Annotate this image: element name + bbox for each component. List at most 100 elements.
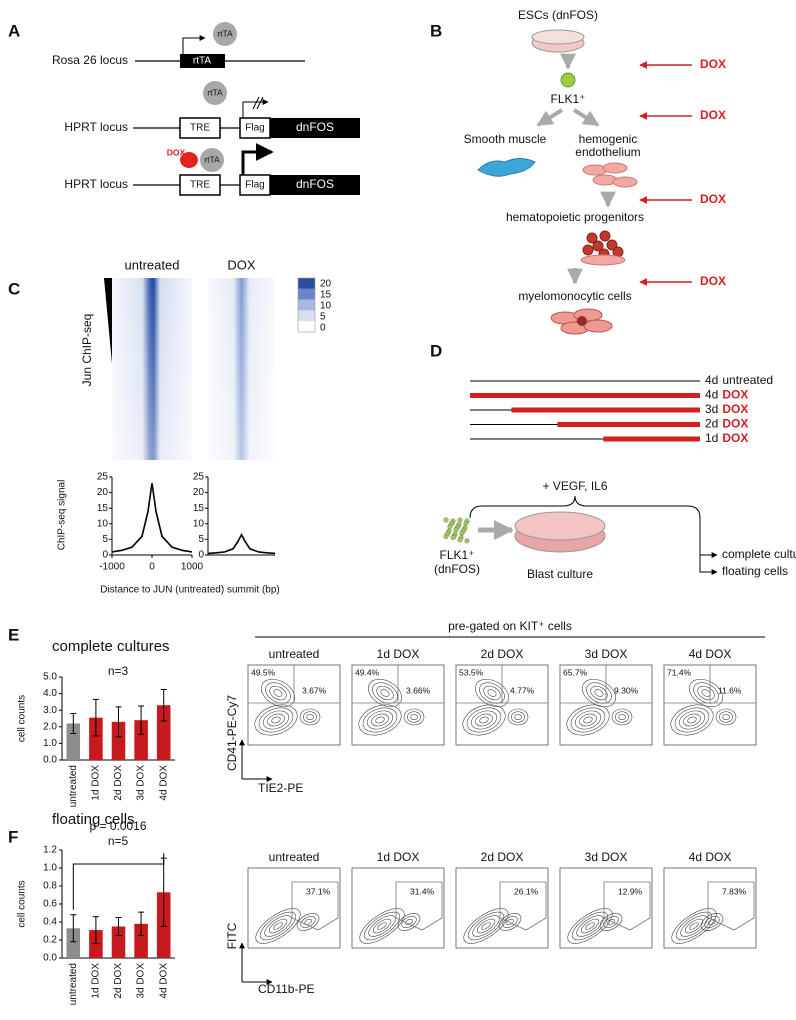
progenitor-cell [606, 239, 618, 251]
output-label: complete cultures [722, 547, 796, 561]
sample-title: untreated [269, 647, 320, 661]
tre-label: TRE [190, 123, 210, 134]
flk1-cell [447, 524, 453, 530]
contour [675, 911, 713, 941]
contour [615, 711, 629, 723]
tre-box [179, 174, 221, 196]
axis-label: cell counts [17, 695, 28, 742]
flk1-cell [443, 533, 449, 540]
contour [372, 918, 392, 934]
step-label: myelomonocytic cells [518, 289, 631, 303]
y-tick-label: 1.2 [43, 845, 57, 856]
contour [479, 716, 489, 724]
treatment-label: DOX [722, 388, 748, 402]
contour [479, 682, 505, 704]
contour [689, 922, 699, 930]
dox-molecule [180, 152, 198, 168]
contour [683, 713, 701, 727]
step-label: Smooth muscle [464, 132, 547, 146]
y-tick-label: 15 [97, 503, 109, 514]
x-tick-label: -1000 [99, 562, 125, 573]
contour [363, 911, 401, 941]
error-bar [92, 916, 99, 945]
contour [579, 713, 597, 727]
y-tick-label: 0 [198, 550, 204, 561]
dnfos-label: dnFOS [296, 177, 334, 191]
contour [590, 685, 608, 701]
contour [498, 913, 522, 931]
y-tick-label: 0.0 [43, 953, 57, 964]
contour [376, 685, 394, 701]
contour [475, 713, 493, 727]
contour [371, 713, 389, 727]
progenitor-cell [592, 240, 604, 252]
row-label: 4d DOX [705, 388, 748, 402]
flow-plot [559, 867, 653, 949]
contour [678, 710, 706, 730]
day-label: 4d [705, 373, 718, 387]
heatmap-fade [112, 278, 192, 460]
gate-percent: 26.1% [514, 886, 539, 896]
contour [296, 913, 320, 931]
medium-label: + VEGF, IL6 [542, 479, 607, 493]
endothelial-cell [612, 176, 638, 188]
axis-label: FITC [225, 922, 239, 949]
protein-label: rtTA [207, 87, 223, 97]
gene-box [180, 54, 225, 68]
flk1-cell [457, 517, 463, 523]
gate-percent: 9.30% [614, 685, 639, 695]
protein-label: rtTA [204, 154, 220, 164]
contour [599, 913, 623, 931]
contour [506, 918, 514, 926]
sample-title: 1d DOX [377, 647, 420, 661]
y-tick-label: 15 [193, 503, 205, 514]
chart-title: complete cultures [52, 638, 170, 655]
contour [580, 918, 600, 934]
panel-label: B [430, 21, 442, 40]
contour [358, 704, 402, 736]
annotation: n=3 [108, 664, 129, 678]
culture-dish-top [514, 511, 606, 541]
x-tick-label: 4d DOX [158, 765, 169, 801]
y-tick-label: 20 [193, 487, 205, 498]
tre-label: TRE [190, 180, 210, 191]
sample-title: 3d DOX [585, 647, 628, 661]
step-label: endothelium [575, 145, 640, 159]
myeloid-core [577, 316, 587, 326]
sample-title: 1d DOX [377, 850, 420, 864]
row-label: 2d DOX [705, 417, 748, 431]
output-label: floating cells [722, 564, 788, 578]
contour [511, 711, 525, 723]
progenitor-cell [599, 230, 611, 242]
panel-label: F [8, 827, 18, 846]
y-tick-label: 25 [193, 472, 205, 483]
y-tick-label: 5.0 [43, 672, 57, 683]
rtta-protein [213, 22, 237, 46]
error-bar [115, 706, 122, 738]
sample-title: 4d DOX [689, 850, 732, 864]
gate [291, 881, 339, 931]
y-tick-label: 0.4 [43, 917, 57, 928]
dish-rim [531, 29, 585, 45]
axis-label: TIE2-PE [258, 781, 303, 795]
contour [366, 710, 394, 730]
dnfos-box [270, 118, 360, 138]
gate [664, 665, 756, 704]
profile-line [207, 532, 276, 555]
flow-plot [351, 867, 445, 949]
column-label: DOX [227, 257, 256, 272]
contour [271, 716, 281, 724]
contour [483, 685, 501, 701]
colorbar-tick-label: 15 [320, 290, 332, 301]
rtta-protein [200, 148, 224, 172]
sample-title: 2d DOX [481, 647, 524, 661]
sample-title: 4d DOX [689, 647, 732, 661]
contour [684, 918, 704, 934]
row-label: 1d DOX [705, 431, 748, 445]
colorbar-step [298, 321, 315, 332]
rtta-protein [203, 81, 227, 105]
day-label: 4d [705, 388, 718, 402]
sample-title: untreated [269, 850, 320, 864]
error-bar [70, 713, 77, 734]
row-label: 3d DOX [705, 402, 748, 416]
